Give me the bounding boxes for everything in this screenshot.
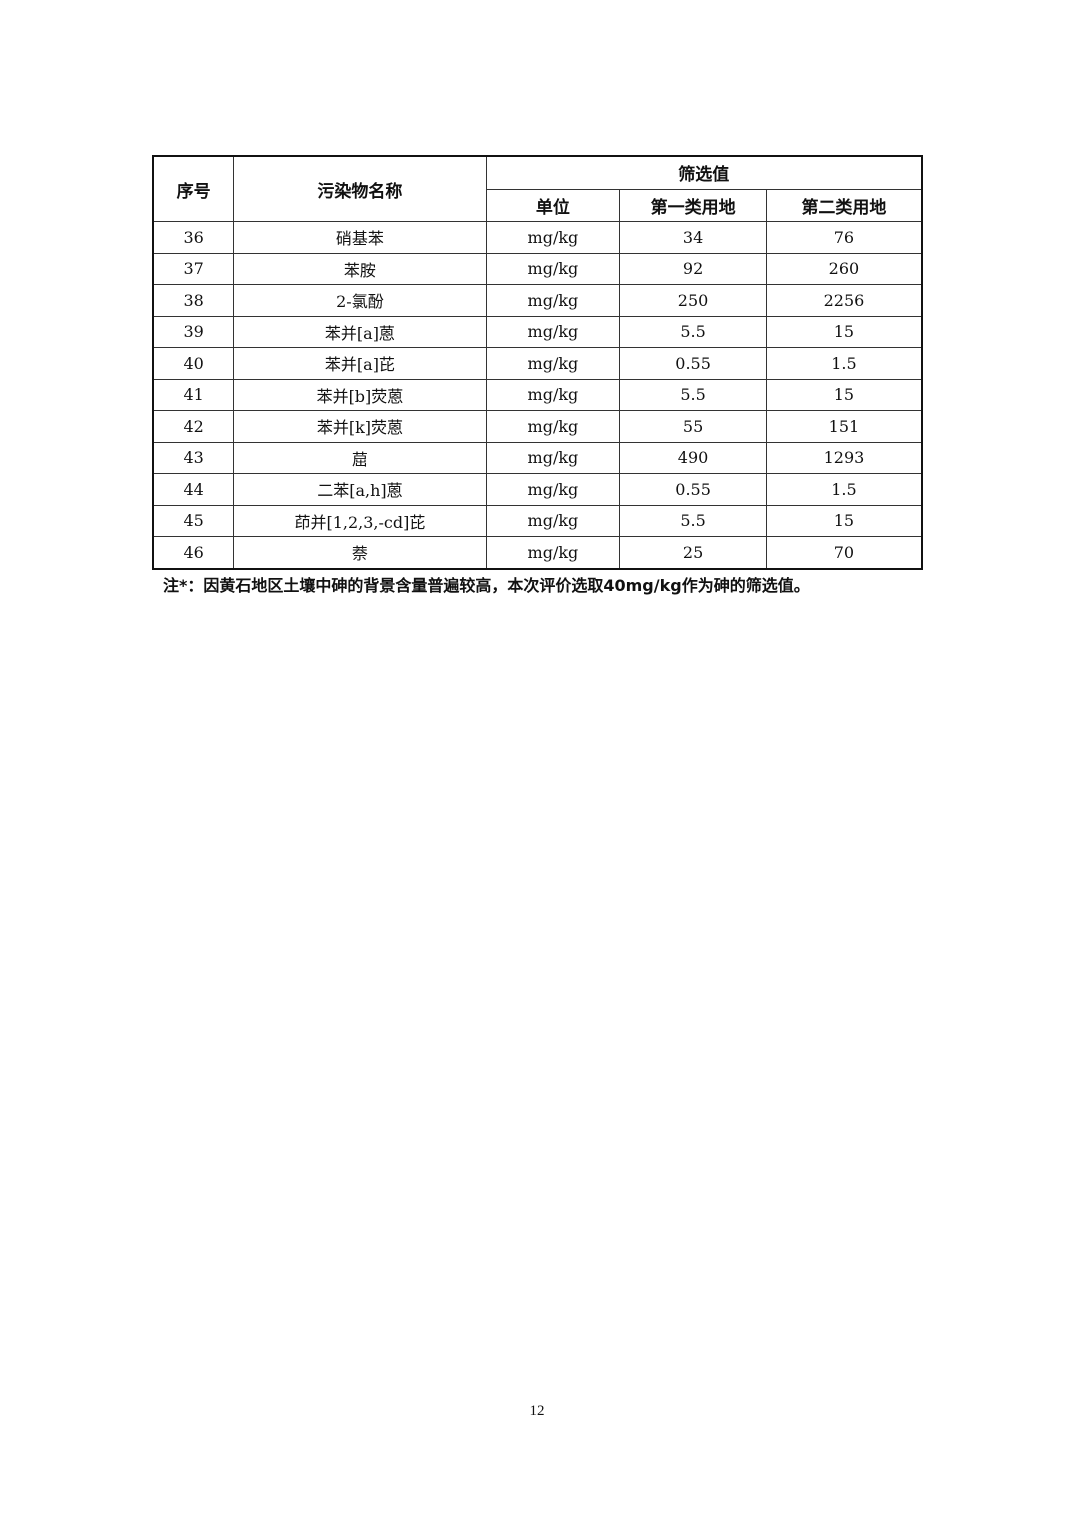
- cell-class1: 490: [619, 441, 767, 474]
- cell-unit: mg/kg: [485, 378, 621, 411]
- cell-name: 二苯[a,h]蒽: [233, 473, 487, 506]
- cell-unit: mg/kg: [485, 284, 621, 317]
- cell-class1: 5.5: [619, 504, 767, 537]
- table-note: 注*：因黄石地区土壤中砷的背景含量普遍较高，本次评价选取40mg/kg作为砷的筛…: [163, 576, 810, 595]
- header-class1: 第一类用地: [619, 188, 767, 222]
- header-name: 污染物名称: [233, 155, 487, 222]
- cell-class1: 5.5: [619, 315, 767, 348]
- header-index: 序号: [152, 155, 235, 222]
- subheader-row: 单位 第一类用地 第二类用地: [153, 188, 923, 222]
- cell-unit: mg/kg: [485, 252, 621, 285]
- header-group: 筛选值: [485, 155, 923, 190]
- table-row: 44 二苯[a,h]蒽 mg/kg 0.55 1.5: [152, 473, 923, 506]
- cell-unit: mg/kg: [485, 221, 621, 254]
- cell-index: 46: [152, 536, 235, 569]
- cell-index: 40: [152, 347, 235, 380]
- cell-unit: mg/kg: [485, 536, 621, 569]
- cell-name: 2-氯酚: [233, 284, 487, 317]
- cell-index: 41: [152, 378, 235, 411]
- cell-class1: 250: [619, 284, 767, 317]
- cell-class2: 2256: [765, 284, 923, 317]
- table-row: 37 苯胺 mg/kg 92 260: [152, 252, 923, 285]
- table-row: 45 茚并[1,2,3,-cd]芘 mg/kg 5.5 15: [152, 504, 923, 537]
- cell-class1: 25: [619, 536, 767, 569]
- cell-index: 37: [152, 252, 235, 285]
- header-unit: 单位: [485, 188, 621, 222]
- cell-class1: 55: [619, 410, 767, 443]
- cell-unit: mg/kg: [485, 504, 621, 537]
- cell-name: 苯并[a]芘: [233, 347, 487, 380]
- cell-index: 43: [152, 441, 235, 474]
- cell-class2: 1.5: [765, 473, 923, 506]
- cell-class2: 1.5: [765, 347, 923, 380]
- cell-class1: 5.5: [619, 378, 767, 411]
- cell-unit: mg/kg: [485, 410, 621, 443]
- table-row: 42 苯并[k]荧蒽 mg/kg 55 151: [152, 410, 923, 443]
- cell-class1: 0.55: [619, 347, 767, 380]
- cell-unit: mg/kg: [485, 347, 621, 380]
- cell-class1: 92: [619, 252, 767, 285]
- page-number: 12: [529, 1403, 545, 1419]
- table-row: 36 硝基苯 mg/kg 34 76: [152, 221, 923, 254]
- header-class2: 第二类用地: [765, 188, 923, 222]
- cell-class2: 1293: [765, 441, 923, 474]
- table-row: 43 䓛 mg/kg 490 1293: [152, 441, 923, 474]
- cell-index: 38: [152, 284, 235, 317]
- cell-unit: mg/kg: [485, 441, 621, 474]
- cell-name: 硝基苯: [233, 221, 487, 254]
- cell-index: 42: [152, 410, 235, 443]
- table-row: 40 苯并[a]芘 mg/kg 0.55 1.5: [152, 347, 923, 380]
- cell-name: 萘: [233, 536, 487, 569]
- cell-unit: mg/kg: [485, 473, 621, 506]
- table-row: 46 萘 mg/kg 25 70: [152, 536, 923, 569]
- cell-name: 苯并[b]荧蒽: [233, 378, 487, 411]
- cell-index: 39: [152, 315, 235, 348]
- cell-class1: 34: [619, 221, 767, 254]
- cell-index: 36: [152, 221, 235, 254]
- table-row: 41 苯并[b]荧蒽 mg/kg 5.5 15: [152, 378, 923, 411]
- cell-class2: 151: [765, 410, 923, 443]
- cell-class2: 15: [765, 315, 923, 348]
- cell-name: 苯胺: [233, 252, 487, 285]
- cell-class2: 260: [765, 252, 923, 285]
- table-row: 39 苯并[a]蒽 mg/kg 5.5 15: [152, 315, 923, 348]
- cell-name: 苯并[a]蒽: [233, 315, 487, 348]
- header-row: 序号 污染物名称 筛选值: [152, 155, 923, 222]
- cell-index: 44: [152, 473, 235, 506]
- screening-value-table: 序号 污染物名称 筛选值 单位 第一类用地 第二类用地 36 硝基苯 mg/kg 34…: [152, 155, 923, 570]
- table-row: 38 2-氯酚 mg/kg 250 2256: [152, 284, 923, 317]
- cell-class2: 70: [765, 536, 923, 569]
- cell-class1: 0.55: [619, 473, 767, 506]
- cell-name: 茚并[1,2,3,-cd]芘: [233, 504, 487, 537]
- cell-name: 苯并[k]荧蒽: [233, 410, 487, 443]
- cell-class2: 15: [765, 504, 923, 537]
- cell-class2: 76: [765, 221, 923, 254]
- cell-name: 䓛: [233, 441, 487, 474]
- cell-class2: 15: [765, 378, 923, 411]
- cell-unit: mg/kg: [485, 315, 621, 348]
- cell-index: 45: [152, 504, 235, 537]
